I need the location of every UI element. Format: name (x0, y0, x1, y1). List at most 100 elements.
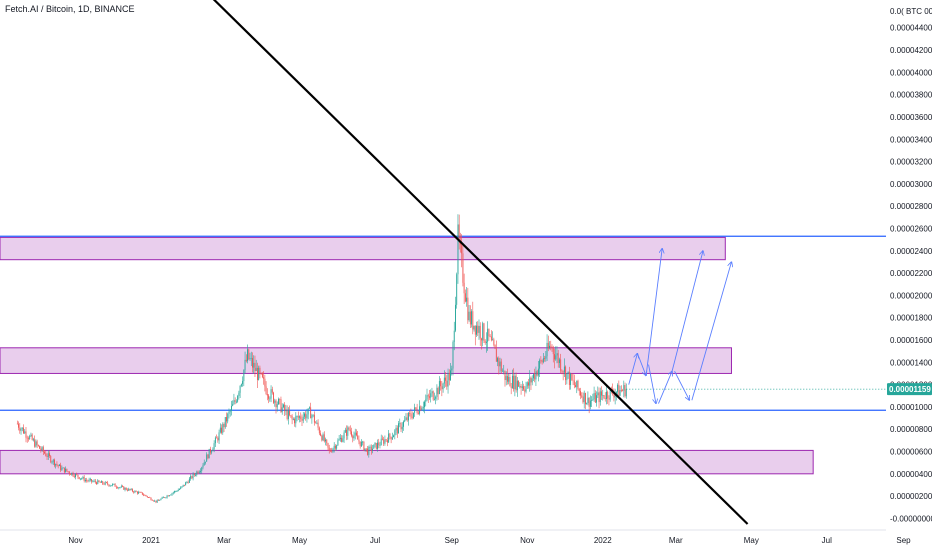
candle-body (315, 422, 317, 424)
candle-body (238, 392, 240, 397)
candle-body (500, 361, 502, 372)
candle-body (308, 407, 310, 409)
candle-body (161, 497, 163, 499)
candle-body (136, 491, 138, 494)
price-axis[interactable] (886, 0, 932, 550)
candle-body (72, 472, 74, 477)
candle-body (531, 378, 533, 383)
candle-body (405, 417, 407, 420)
candle-body (305, 413, 307, 419)
candle-body (534, 374, 536, 380)
candle-body (143, 494, 145, 496)
candle-body (381, 438, 383, 440)
candle-body (221, 427, 222, 433)
candle-body (73, 476, 75, 478)
candle-body (429, 396, 430, 398)
candle-body (580, 391, 581, 396)
candle-body (463, 282, 465, 294)
projection-arrow[interactable] (658, 371, 672, 404)
candle-body (495, 348, 497, 362)
candle-body (313, 414, 315, 423)
candle-body (16, 423, 18, 425)
x-tick-label: Jul (370, 536, 380, 545)
candle-body (96, 482, 97, 485)
projection-arrow[interactable] (628, 353, 638, 385)
projection-arrow[interactable] (648, 364, 656, 404)
candle-body (451, 368, 453, 371)
candle-body (596, 395, 598, 403)
candle-body (26, 437, 28, 439)
candle-body (525, 386, 527, 392)
candle-body (54, 459, 55, 466)
projection-arrow[interactable] (671, 251, 703, 372)
candle-body (138, 492, 140, 494)
candle-body (618, 384, 620, 396)
candle-body (135, 490, 137, 492)
candle-body (573, 380, 575, 386)
candle-body (290, 415, 292, 417)
candle-body (230, 405, 232, 411)
candle-body (227, 413, 229, 422)
candle-body (41, 447, 43, 451)
candle-body (233, 400, 235, 405)
candle-body (140, 492, 142, 493)
candle-body (264, 378, 266, 387)
candle-body (252, 357, 253, 368)
candle-body (44, 451, 46, 454)
candle-body (36, 441, 38, 446)
candle-body (336, 445, 338, 449)
candle-body (566, 373, 568, 381)
candle-body (240, 384, 242, 386)
candle-body (310, 407, 312, 419)
candle-body (125, 487, 127, 490)
candle-body (520, 385, 522, 388)
projection-arrow[interactable] (636, 353, 646, 375)
projection-arrow[interactable] (691, 262, 732, 401)
candle-body (103, 483, 105, 485)
candle-body (576, 380, 578, 388)
candle-body (488, 328, 490, 337)
candle-body (473, 325, 475, 330)
candle-body (181, 486, 183, 488)
candle-body (521, 386, 523, 388)
resistance-zone-1[interactable] (0, 236, 726, 261)
candle-body (622, 390, 624, 392)
candle-body (122, 486, 123, 488)
candle-body (172, 492, 174, 494)
candle-body (24, 431, 26, 434)
candle-body (186, 482, 188, 483)
candle-body (485, 341, 487, 343)
x-tick-label: 2021 (142, 536, 160, 545)
candle-body (435, 396, 437, 399)
candle-body (490, 336, 492, 341)
candle-body (242, 381, 244, 385)
candle-body (232, 404, 234, 406)
candle-body (255, 367, 257, 371)
candle-body (278, 398, 279, 405)
projection-arrow[interactable] (674, 371, 690, 400)
candle-body (432, 391, 434, 400)
candle-body (271, 389, 273, 393)
candle-body (581, 395, 583, 397)
candle-body (604, 398, 606, 399)
candle-body (254, 362, 256, 371)
candle-body (523, 386, 524, 390)
resistance-zone-3[interactable] (0, 449, 814, 475)
projection-arrow[interactable] (645, 249, 662, 376)
candle-body (567, 371, 569, 374)
candle-body (47, 453, 49, 457)
trendline[interactable] (175, 0, 749, 525)
candle-body (284, 404, 286, 412)
candle-body (362, 441, 364, 443)
candle-body (39, 445, 41, 449)
candle-body (544, 358, 546, 359)
candle-body (166, 495, 168, 498)
candle-body (218, 432, 220, 441)
resistance-zone-2[interactable] (0, 347, 732, 374)
candle-body (19, 427, 21, 431)
x-tick-label: Jul (822, 536, 832, 545)
candle-body (295, 416, 297, 424)
candle-body (606, 391, 607, 399)
candle-body (70, 473, 71, 475)
